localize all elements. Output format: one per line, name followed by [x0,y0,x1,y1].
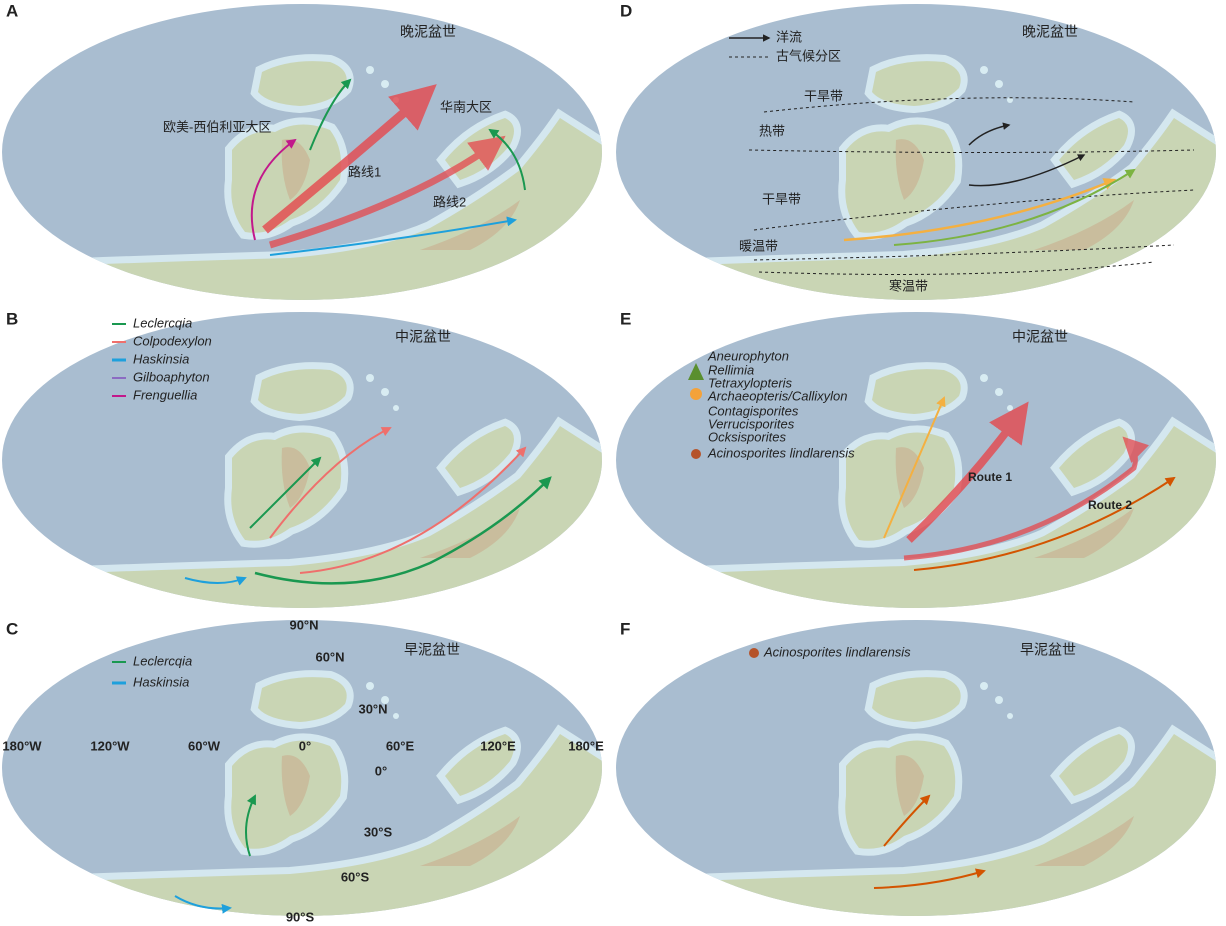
longitude-label: 120°E [480,738,516,753]
legend-label: Tetraxylopteris [708,375,793,390]
map-base [614,620,1224,926]
migration-arrow [269,216,517,256]
current-arrow [968,122,1011,146]
map-base [0,620,610,926]
migration-arrow [254,476,552,585]
latitude-label: 60°S [341,869,370,884]
route-label: 路线1 [348,164,381,179]
route-arrow [262,84,437,234]
migration-arrow [245,794,256,857]
longitude-label: 0° [299,738,311,753]
legend-label: Archaeopteris/Callixylon [707,388,847,403]
migration-arrow [843,178,1117,242]
latitude-label: 0° [375,763,387,778]
legend-icon [688,363,704,380]
legend-label: Leclercqia [133,315,192,330]
migration-arrow [299,446,527,574]
legend-label: Acinosporites lindlarensis [707,445,855,460]
period: 晚泥盆世 [400,24,456,40]
longitude-label: 60°W [188,738,221,753]
migration-arrow [873,868,986,889]
region-label: 华南大区 [440,99,492,114]
longitude-label: 180°W [2,738,42,753]
route-arrow [268,135,506,249]
panel-a: A 晚泥盆世 欧美-西伯利亚大区 华南大区 路线1 路线2 [0,1,610,310]
legend-icon [691,449,701,459]
migration-arrow [488,128,526,191]
panel-label: F [620,619,630,638]
route-label: 路线2 [433,194,466,209]
migration-arrow [309,78,352,151]
migration-arrow [250,138,297,241]
legend-label: Ocksisporites [708,429,787,444]
longitude-label: 180°E [568,738,604,753]
migration-arrow [883,396,946,539]
period: 中泥盆世 [1012,329,1068,345]
legend-icon [690,388,702,400]
zone-label: 寒温带 [889,278,928,293]
period: 早泥盆世 [404,642,460,658]
legend-label: Colpodexylon [133,333,212,348]
map-base [0,4,610,310]
migration-arrow [893,168,1136,246]
legend-label: 古气候分区 [776,48,841,63]
migration-arrow [913,476,1176,571]
zone-label: 暖温带 [739,238,778,253]
current-arrow [968,154,1086,187]
legend-label: Frenguellia [133,387,197,402]
longitude-label: 120°W [90,738,130,753]
region-label: 欧美-西伯利亚大区 [163,119,271,134]
longitude-label: 60°E [386,738,415,753]
zone-label: 干旱带 [762,191,801,206]
panel-c: C 早泥盆世 Leclercqia Haskinsia 90°N 60°N 30… [0,617,610,926]
panel-label: E [620,309,631,328]
zone-label: 干旱带 [804,88,843,103]
period: 晚泥盆世 [1022,24,1078,40]
migration-arrow [184,576,247,586]
latitude-label: 30°S [364,824,393,839]
panel-e: E 中泥盆世 Aneurophyton Rellimia Tetraxylopt… [614,309,1224,618]
panel-label: D [620,1,632,20]
migration-arrow [883,794,931,847]
legend-label: 洋流 [776,29,802,44]
route-label: Route 1 [968,470,1012,484]
latitude-label: 30°N [358,701,387,716]
legend-label: Haskinsia [133,674,189,689]
period: 早泥盆世 [1020,642,1076,658]
latitude-label: 60°N [315,649,344,664]
latitude-label: 90°N [289,617,318,632]
migration-arrow [269,427,392,539]
route-label: Route 2 [1088,498,1132,512]
migration-arrow [249,456,322,529]
panel-label: C [6,619,18,638]
zone-label: 热带 [759,123,785,138]
legend-label: Aneurophyton [707,348,789,363]
legend-label: Rellimia [708,362,754,377]
panel-label: B [6,309,18,328]
panel-label: A [6,1,18,20]
legend-icon [749,648,759,658]
route-arrow [903,436,1149,561]
latitude-label: 90°S [286,909,315,924]
panel-f: F 早泥盆世 Acinosporites lindlarensis [614,619,1224,926]
climate-boundaries [748,97,1195,275]
legend-label: Gilboaphyton [133,369,210,384]
panel-d: D 晚泥盆世 洋流 古气候分区 干旱带 热带 干旱带 暖温带 寒温带 [614,1,1224,310]
route-arrow [906,401,1029,543]
legend-label: Contagisporites [708,403,799,418]
legend-label: Leclercqia [133,653,192,668]
legend-label: Acinosporites lindlarensis [763,644,911,659]
migration-arrow [174,895,232,914]
period: 中泥盆世 [395,329,451,345]
panel-b: B 中泥盆世 Leclercqia Colpodexylon Haskinsia… [0,309,610,618]
legend-label: Haskinsia [133,351,189,366]
legend-label: Verrucisporites [708,416,795,431]
